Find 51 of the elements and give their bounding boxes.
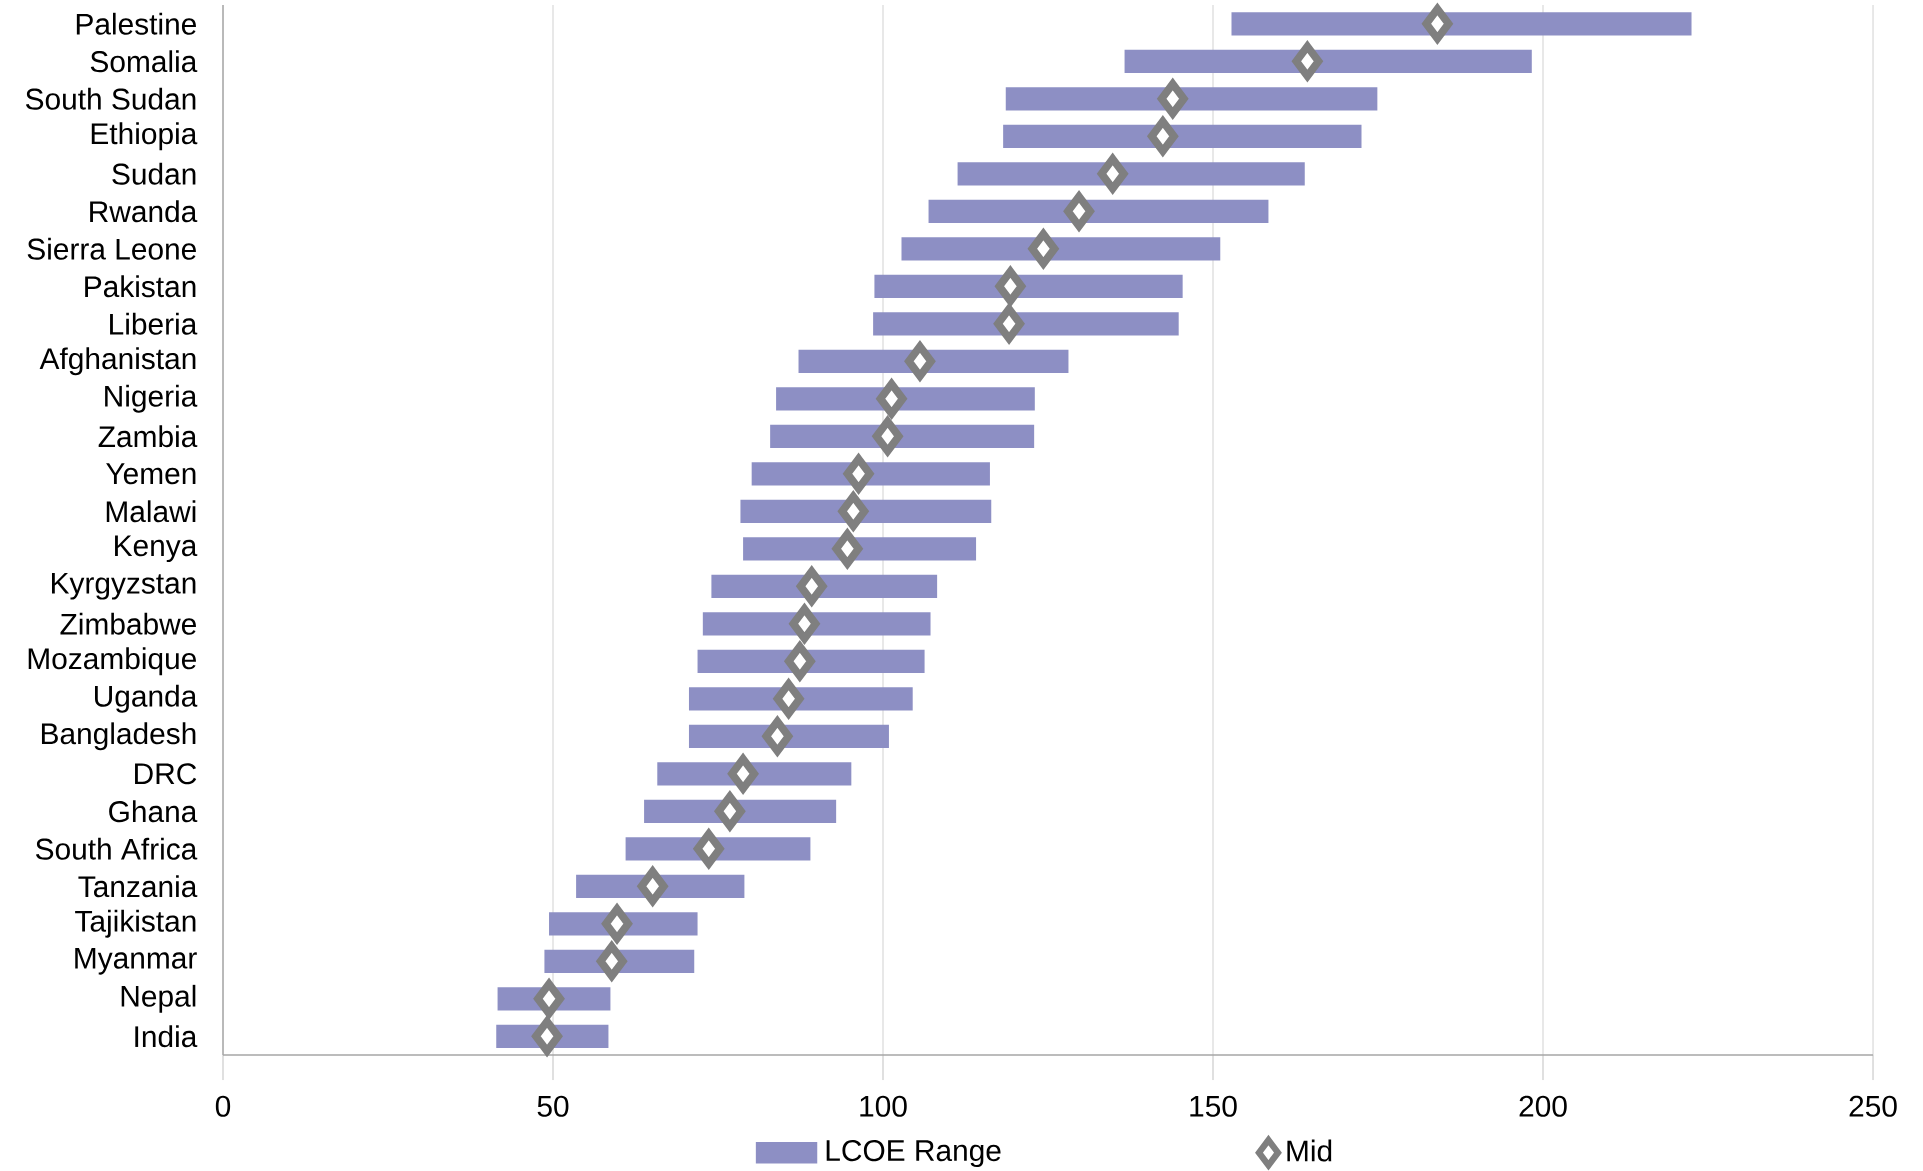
y-tick-label: Yemen [106, 463, 196, 485]
y-tick-label: Kyrgyzstan [51, 572, 196, 600]
bar [928, 199, 1269, 223]
y-tick-label: Zimbabwe [60, 612, 196, 635]
y-tick-label: Mozambique [28, 647, 196, 676]
y-tick-label: Sudan [112, 162, 196, 185]
y-tick-label: Uganda [95, 684, 198, 713]
bar [798, 349, 1069, 373]
x-tick-label: 200 [1519, 1095, 1567, 1117]
legend-label: Mid [1287, 1139, 1332, 1162]
bar [1231, 12, 1692, 36]
y-tick-label: Zambia [98, 425, 198, 448]
y-tick-label: Rwanda [90, 200, 198, 223]
y-tick-label: DRC [135, 763, 197, 785]
y-tick-label: Tanzania [78, 875, 198, 898]
bar [957, 162, 1305, 186]
y-tick-label: Tajikistan [75, 909, 196, 938]
y-tick-label: Myanmar [75, 947, 197, 975]
y-tick-label: Ghana [109, 800, 198, 823]
x-tick-label: 0 [215, 1095, 231, 1117]
bar [1003, 124, 1362, 148]
bar [873, 312, 1179, 336]
bar [1005, 87, 1378, 111]
y-tick-label: South Sudan [25, 87, 196, 110]
point [993, 304, 1025, 345]
y-tick-label: Malawi [106, 500, 196, 523]
y-tick-label: Palestine [76, 12, 196, 35]
y-tick-label: India [135, 1025, 198, 1048]
bar [1124, 49, 1532, 73]
x-tick-label: 150 [1190, 1095, 1237, 1117]
y-tick-label: Nigeria [105, 384, 198, 413]
point [994, 265, 1027, 306]
y-tick-label: Ethiopia [91, 122, 198, 151]
x-tick-label: 250 [1849, 1095, 1897, 1117]
y-tick-label: Somalia [90, 50, 198, 73]
x-tick-label: 100 [860, 1095, 907, 1117]
bar [776, 387, 1035, 411]
y-tick-label: Kenya [115, 535, 198, 563]
x-tick-label: 50 [537, 1095, 569, 1117]
y-tick-label: Sierra Leone [27, 237, 196, 260]
bar [901, 237, 1221, 261]
y-tick-label: Pakistan [85, 275, 196, 298]
bar [874, 274, 1183, 298]
legend-label: LCOE Range [826, 1140, 1001, 1168]
y-tick-label: Liberia [110, 312, 198, 335]
y-tick-label: South Africa [35, 837, 198, 860]
y-tick-label: Bangladesh [41, 722, 196, 751]
bar [770, 424, 1035, 448]
y-tick-label: Nepal [121, 984, 196, 1013]
y-tick-label: Afghanistan [39, 347, 196, 376]
bar [740, 499, 992, 523]
